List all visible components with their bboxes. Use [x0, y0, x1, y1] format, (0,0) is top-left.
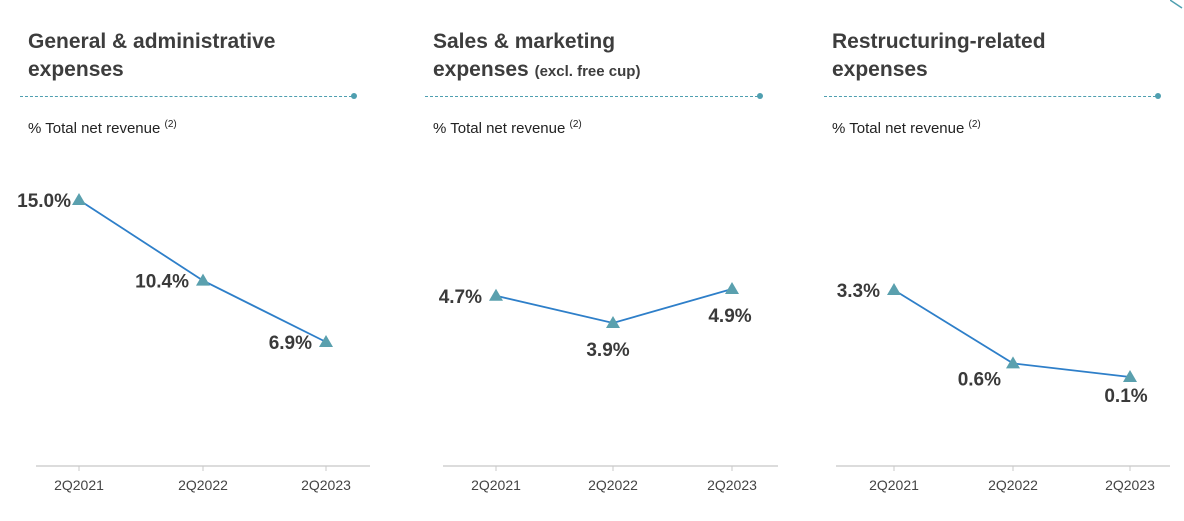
- subtitle-footnote: (2): [569, 119, 582, 130]
- line-chart-general-administrative: 2Q2021 2Q2022 2Q2023 15.0% 10.4% 6.9%: [17, 191, 370, 493]
- divider-dot: [1155, 93, 1161, 99]
- chart-title-line-2: expenses: [433, 58, 529, 81]
- chart-title-line-1: Restructuring-related: [832, 30, 1046, 53]
- chart-subtitle: % Total net revenue (2): [433, 119, 582, 137]
- data-label: 3.9%: [586, 340, 629, 361]
- x-tick-label-2q2021: 2Q2021: [54, 477, 104, 493]
- data-label: 0.6%: [958, 369, 1001, 390]
- data-label: 4.9%: [708, 306, 751, 327]
- x-tick-label-2q2022: 2Q2022: [178, 477, 228, 493]
- x-tick-label-2q2023: 2Q2023: [1105, 477, 1155, 493]
- x-tick-label-2q2023: 2Q2023: [301, 477, 351, 493]
- data-point-triangle: [196, 273, 210, 286]
- chart-title: General & administrative expenses: [28, 28, 275, 84]
- divider-dot: [351, 93, 357, 99]
- data-point-triangle: [606, 316, 620, 328]
- line-chart-sales-marketing: 2Q2021 2Q2022 2Q2023 4.7% 3.9% 4.9%: [439, 282, 778, 493]
- data-point-triangle: [887, 283, 901, 295]
- data-label: 10.4%: [135, 272, 189, 293]
- chart-title-line-2: expenses: [832, 58, 928, 81]
- title-divider: [824, 96, 1156, 97]
- chart-panel-sales-marketing: Sales & marketing expenses (excl. free c…: [425, 0, 780, 521]
- x-tick-label-2q2023: 2Q2023: [707, 477, 757, 493]
- x-tick-label-2q2021: 2Q2021: [869, 477, 919, 493]
- chart-panel-restructuring: Restructuring-related expenses % Total n…: [824, 0, 1174, 521]
- chart-title: Sales & marketing expenses (excl. free c…: [433, 28, 640, 86]
- x-tick-label-2q2022: 2Q2022: [988, 477, 1038, 493]
- corner-decoration-icon: [1170, 0, 1183, 9]
- title-divider: [425, 96, 758, 97]
- data-point-triangle: [1006, 356, 1020, 369]
- data-label: 3.3%: [837, 281, 880, 302]
- divider-dot: [757, 93, 763, 99]
- subtitle-text: % Total net revenue: [28, 120, 161, 137]
- data-point-triangle: [1123, 370, 1137, 382]
- subtitle-text: % Total net revenue: [832, 120, 965, 137]
- chart-title-line-1: General & administrative: [28, 30, 276, 53]
- series-line: [78, 199, 327, 343]
- x-tick-label-2q2022: 2Q2022: [588, 477, 638, 493]
- chart-panel-general-administrative: General & administrative expenses % Tota…: [17, 0, 370, 521]
- chart-title-line-1: Sales & marketing: [433, 30, 616, 53]
- chart-title-line-2: expenses: [28, 58, 124, 81]
- chart-title: Restructuring-related expenses: [832, 28, 1046, 84]
- subtitle-footnote: (2): [968, 119, 981, 130]
- x-tick-label-2q2021: 2Q2021: [471, 477, 521, 493]
- title-divider: [20, 96, 352, 97]
- data-point-triangle: [72, 193, 86, 205]
- line-chart-restructuring: 2Q2021 2Q2022 2Q2023 3.3% 0.6% 0.1%: [836, 281, 1170, 493]
- data-label: 6.9%: [269, 333, 312, 354]
- data-point-triangle: [725, 282, 739, 294]
- data-label: 15.0%: [17, 191, 71, 212]
- subtitle-footnote: (2): [164, 119, 177, 130]
- data-point-triangle: [319, 335, 333, 347]
- data-label: 0.1%: [1104, 386, 1147, 407]
- chart-subtitle: % Total net revenue (2): [28, 119, 177, 137]
- chart-subtitle: % Total net revenue (2): [832, 119, 981, 137]
- subtitle-text: % Total net revenue: [433, 120, 566, 137]
- data-label: 4.7%: [439, 287, 482, 308]
- chart-title-note: (excl. free cup): [534, 63, 641, 80]
- data-point-triangle: [489, 288, 503, 301]
